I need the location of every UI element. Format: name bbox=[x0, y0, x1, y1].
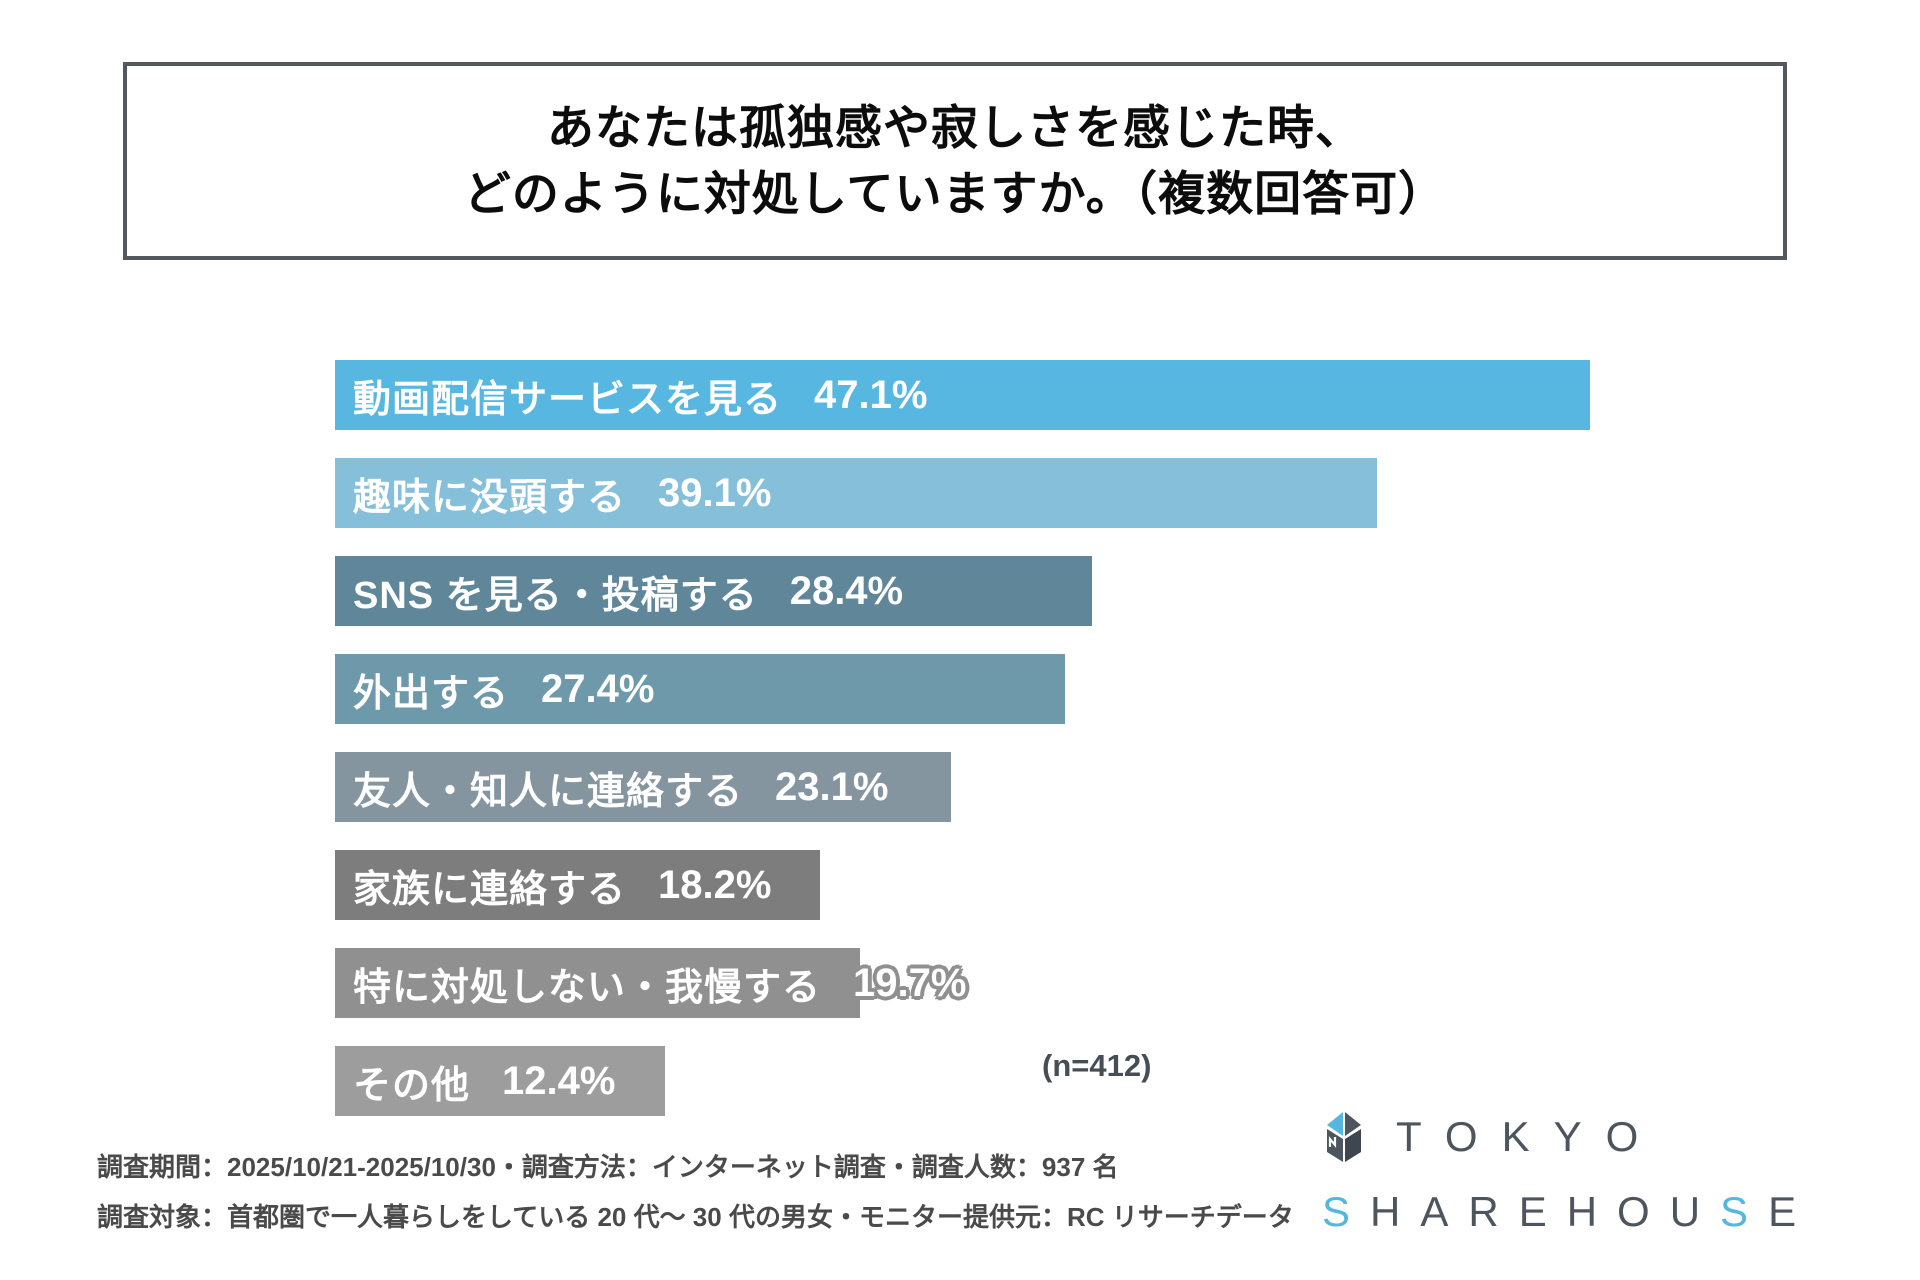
logo-letter-base: E bbox=[1768, 1188, 1817, 1235]
survey-period-line: 調査期間：2025/10/21-2025/10/30・調査方法：インターネット調… bbox=[97, 1152, 1119, 1182]
bar-category-label: 趣味に没頭する bbox=[353, 476, 627, 519]
bar-value: 23.1% bbox=[775, 764, 889, 809]
bar-category-label: 家族に連絡する bbox=[353, 868, 627, 911]
bar-chart: 動画配信サービスを見る 47.1% 趣味に没頭する 39.1% SNS を見る・投稿する… bbox=[335, 360, 1635, 1144]
bar-4: 外出する 27.4% bbox=[335, 654, 1066, 724]
house-logo-icon bbox=[1327, 1112, 1361, 1162]
bar-value: 27.4% bbox=[541, 666, 655, 711]
bar-category-label: SNS を見る・投稿する bbox=[353, 574, 758, 617]
logo-top-row: TOKYO bbox=[1322, 1108, 1842, 1166]
question-title-line-2: どのように対処していますか。（複数回答可） bbox=[463, 167, 1447, 220]
bar-row: SNS を見る・投稿する 28.4% bbox=[335, 556, 1635, 626]
bar-row: その他 12.4% bbox=[335, 1046, 1635, 1116]
question-title-box: あなたは孤独感や寂しさを感じた時、 どのように対処していますか。（複数回答可） bbox=[123, 62, 1787, 260]
bar-row: 外出する 27.4% bbox=[335, 654, 1635, 724]
bar-row: 友人・知人に連絡する 23.1% bbox=[335, 752, 1635, 822]
bar-row: 動画配信サービスを見る 47.1% bbox=[335, 360, 1635, 430]
bar-category-label: 友人・知人に連絡する bbox=[353, 770, 744, 813]
bar-category-label: 動画配信サービスを見る bbox=[353, 378, 783, 421]
logo-text-tokyo: TOKYO bbox=[1396, 1113, 1663, 1160]
bar-value: 47.1% bbox=[814, 372, 928, 417]
logo-letter-base: HAREHOU bbox=[1370, 1188, 1721, 1235]
logo-letter-accent: S bbox=[1720, 1188, 1769, 1235]
tokyo-sharehouse-logo: TOKYO SHAREHOUSE bbox=[1322, 1108, 1842, 1236]
bar-category-label: 特に対処しない・我慢する bbox=[353, 966, 822, 1009]
bar-value: 28.4% bbox=[789, 568, 904, 613]
sample-size-note: (n=412) bbox=[1042, 1048, 1152, 1083]
bar-3: SNS を見る・投稿する 28.4% bbox=[335, 556, 1092, 626]
bar-8: その他 12.4% bbox=[335, 1046, 666, 1116]
survey-methodology: 調査期間：2025/10/21-2025/10/30・調査方法：インターネット調… bbox=[97, 1142, 1294, 1242]
bar-6: 家族に連絡する 18.2% bbox=[335, 850, 821, 920]
bar-value: 19.7% bbox=[853, 960, 967, 1005]
bar-1: 動画配信サービスを見る 47.1% bbox=[335, 360, 1591, 430]
logo-text-sharehouse: SHAREHOUSE bbox=[1322, 1188, 1842, 1236]
bar-category-label: 外出する bbox=[353, 672, 510, 715]
bar-2: 趣味に没頭する 39.1% bbox=[335, 458, 1377, 528]
question-title-line-1: あなたは孤独感や寂しさを感じた時、 bbox=[547, 101, 1363, 155]
survey-target-line: 調査対象：首都圏で一人暮らしをしている 20 代〜 30 代の男女・モニター提供… bbox=[97, 1202, 1294, 1232]
bar-row: 特に対処しない・我慢する 19.7% bbox=[335, 948, 1635, 1018]
bar-5: 友人・知人に連絡する 23.1% bbox=[335, 752, 951, 822]
bar-row: 趣味に没頭する 39.1% bbox=[335, 458, 1635, 528]
bar-value: 12.4% bbox=[502, 1058, 616, 1103]
bar-value: 18.2% bbox=[658, 862, 772, 907]
bar-row: 家族に連絡する 18.2% bbox=[335, 850, 1635, 920]
bar-category-label: その他 bbox=[353, 1064, 471, 1107]
bar-7: 特に対処しない・我慢する 19.7% bbox=[335, 948, 966, 1018]
logo-letter-accent: S bbox=[1322, 1188, 1371, 1235]
bar-value: 39.1% bbox=[658, 470, 772, 515]
